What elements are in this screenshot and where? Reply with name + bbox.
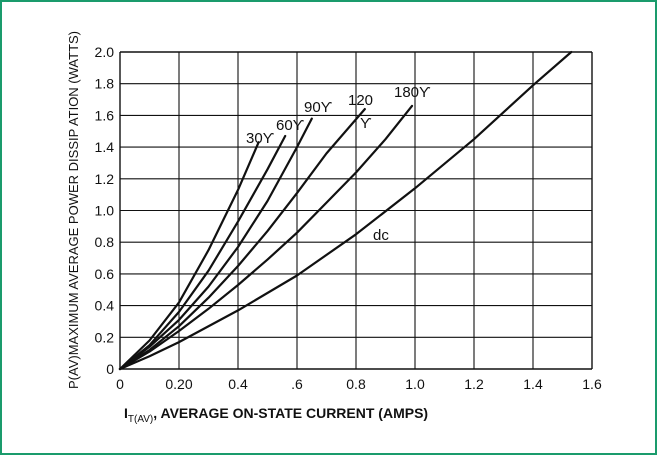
y-tick-label: 0.2 (95, 329, 115, 345)
series-line-180 (118, 104, 414, 371)
y-tick-label: 2.0 (95, 44, 115, 60)
x-tick-label: 0.8 (346, 376, 366, 392)
x-tick-label: 0 (116, 376, 124, 392)
x-axis-ticks: 0 0.20 0.4 .6 0.8 1.0 1.2 1.4 1.6 (116, 376, 602, 392)
x-axis-label-text: , AVERAGE ON-STATE CURRENT (AMPS) (153, 405, 428, 421)
x-tick-label: 0.4 (228, 376, 248, 392)
y-axis-label: P(AV)MAXIMUM AVERAGE POWER DISSIP ATION … (66, 31, 81, 389)
series-label-30: 30ϒ (246, 130, 275, 147)
x-tick-label: 1.0 (405, 376, 425, 392)
series-line-30 (118, 141, 260, 371)
y-tick-label: 0.4 (95, 298, 115, 314)
x-axis-label-prefix: I (124, 405, 128, 421)
series-label-120: 120 (348, 92, 373, 109)
x-tick-label: 0.20 (165, 376, 192, 392)
y-tick-label: 0.8 (95, 234, 115, 250)
grid (119, 51, 593, 370)
y-tick-label: 1.4 (95, 139, 115, 155)
series-label-dc: dc (373, 227, 389, 244)
series-line-dc (118, 50, 573, 371)
y-axis-ticks: 0 0.2 0.4 0.6 0.8 1.0 1.2 1.4 1.6 1.8 2.0 (95, 44, 115, 377)
series-line-90 (118, 117, 313, 371)
series-label-120-symbol: ϒ (360, 115, 372, 132)
y-tick-label: 1.6 (95, 107, 115, 123)
y-tick-label: 1.2 (95, 171, 115, 187)
series-line-60 (118, 134, 287, 371)
x-tick-label: 1.2 (464, 376, 484, 392)
x-tick-label: .6 (291, 376, 303, 392)
y-tick-label: 1.8 (95, 76, 115, 92)
series-label-60: 60ϒ (276, 117, 305, 134)
series-line-120 (118, 108, 366, 371)
y-tick-label: 0 (106, 361, 114, 377)
x-axis-label-subscript: T(AV) (128, 414, 153, 425)
series-label-180: 180ϒ (394, 84, 431, 101)
x-tick-label: 1.6 (582, 376, 602, 392)
series-label-90: 90ϒ (304, 99, 333, 116)
x-tick-label: 1.4 (523, 376, 543, 392)
y-tick-label: 0.6 (95, 266, 115, 282)
y-tick-label: 1.0 (95, 203, 115, 219)
series-lines (118, 50, 573, 371)
x-axis-label: IT(AV), AVERAGE ON-STATE CURRENT (AMPS) (124, 405, 428, 425)
